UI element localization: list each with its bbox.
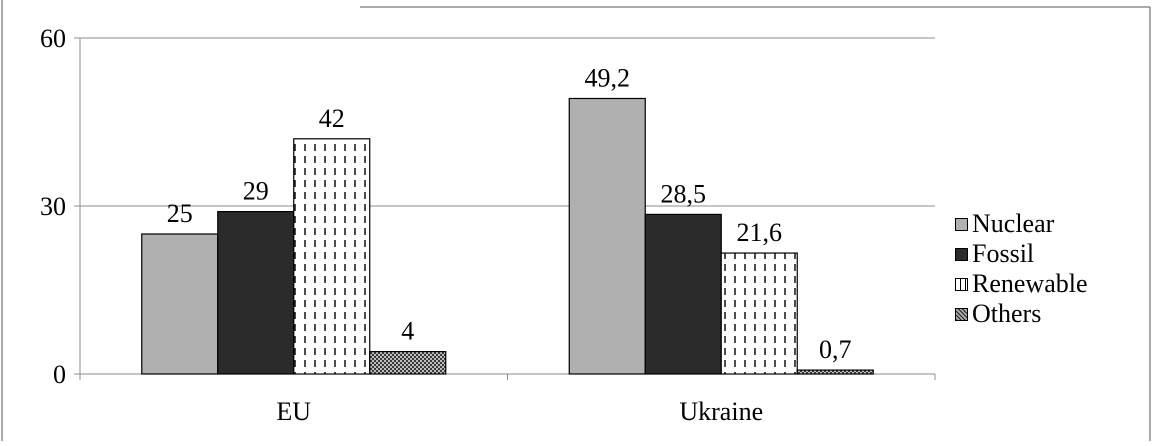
data-label-fossil-eu: 29 — [243, 177, 269, 206]
data-label-others-ukraine: 0,7 — [819, 335, 852, 364]
legend-item-others: Others — [955, 299, 1088, 329]
bar-others-eu — [369, 351, 447, 375]
bar-fossil-eu — [217, 211, 295, 375]
bar-nuclear-ukraine — [568, 97, 646, 375]
data-label-renewable-ukraine: 21,6 — [737, 218, 783, 247]
legend-swatch-others — [955, 307, 968, 321]
data-label-renewable-eu: 42 — [319, 104, 345, 133]
legend-item-renewable: Renewable — [955, 269, 1088, 299]
legend-label-fossil: Fossil — [972, 239, 1035, 268]
legend-label-renewable: Renewable — [972, 269, 1088, 298]
legend-swatch-renewable — [955, 277, 968, 291]
bar-renewable-ukraine — [720, 252, 798, 375]
legend-label-nuclear: Nuclear — [972, 209, 1055, 238]
y-tick-label-60: 60 — [40, 24, 66, 53]
data-label-nuclear-ukraine: 49,2 — [585, 63, 631, 92]
y-tick-label-0: 0 — [53, 360, 66, 389]
data-label-others-eu: 4 — [401, 317, 414, 346]
x-tick-label-eu: EU — [276, 397, 311, 426]
legend-item-nuclear: Nuclear — [955, 209, 1088, 239]
legend: Nuclear Fossil Renewable Others — [955, 209, 1088, 329]
legend-swatch-nuclear — [955, 217, 968, 231]
x-tick-label-ukraine: Ukraine — [679, 397, 763, 426]
bar-nuclear-eu — [141, 233, 219, 375]
bar-others-ukraine — [796, 369, 874, 375]
bar-renewable-eu — [293, 138, 371, 375]
grid-layer — [80, 37, 935, 207]
legend-label-others: Others — [972, 299, 1042, 328]
bar-fossil-ukraine — [644, 213, 722, 375]
legend-swatch-fossil — [955, 247, 968, 261]
data-label-fossil-ukraine: 28,5 — [661, 179, 707, 208]
labels-layer: 25 29 42 4 49,2 28,5 21,6 0,7 — [167, 63, 852, 364]
bars-layer — [141, 97, 874, 375]
data-label-nuclear-eu: 25 — [167, 199, 193, 228]
y-tick-label-30: 30 — [40, 192, 66, 221]
legend-item-fossil: Fossil — [955, 239, 1088, 269]
